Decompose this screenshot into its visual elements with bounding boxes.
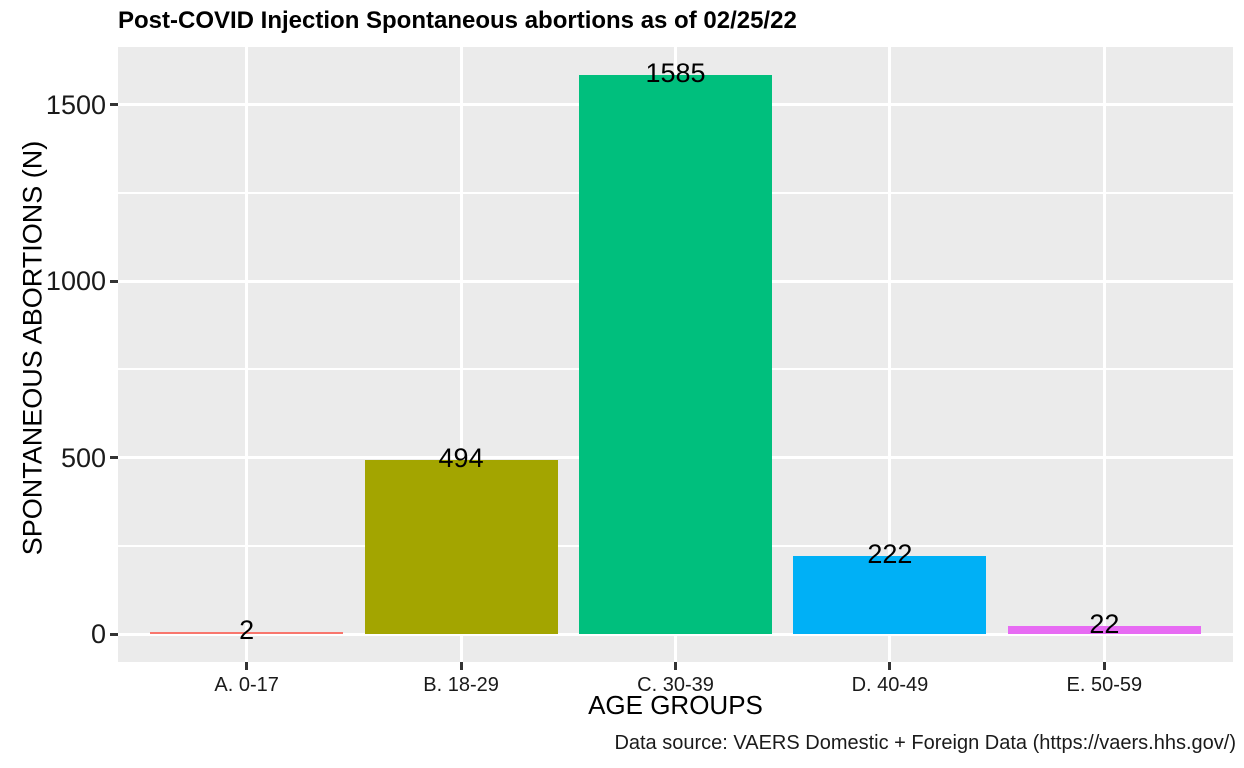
y-tick-mark <box>110 632 118 636</box>
x-tick-mark <box>459 662 463 670</box>
bar-value-label: 22 <box>1089 609 1120 640</box>
plot-panel <box>118 47 1233 662</box>
bar <box>579 74 772 635</box>
bar-value-label: 494 <box>438 442 484 473</box>
x-axis-title: AGE GROUPS <box>588 690 763 720</box>
y-tick-label: 1000 <box>45 266 106 297</box>
y-tick-mark <box>110 103 118 107</box>
x-tick-label: C. 30-39 <box>637 674 714 696</box>
bar-value-label: 1585 <box>645 57 706 88</box>
x-gridline-major <box>1102 47 1106 662</box>
x-tick-label: E. 50-59 <box>1066 674 1143 696</box>
x-tick-label: B. 18-29 <box>423 674 499 696</box>
y-tick-mark <box>110 279 118 283</box>
y-tick-label: 500 <box>60 442 106 473</box>
x-tick-mark <box>1102 662 1106 670</box>
bar <box>364 459 558 635</box>
y-tick-label: 0 <box>90 619 106 650</box>
x-gridline-major <box>888 47 892 662</box>
bar <box>793 555 987 635</box>
y-tick-mark <box>110 456 118 460</box>
y-axis-title: SPONTANEOUS ABORTIONS (N) <box>17 140 48 556</box>
x-tick-label: A. 0-17 <box>214 674 279 696</box>
x-tick-mark <box>674 662 677 670</box>
x-gridline-major <box>459 47 463 662</box>
bar-value-label: 222 <box>867 538 913 569</box>
x-tick-mark <box>245 662 249 670</box>
chart-title: Post-COVID Injection Spontaneous abortio… <box>118 7 797 34</box>
bar-value-label: 2 <box>239 615 255 646</box>
x-gridline-major <box>245 47 249 662</box>
bar <box>1007 626 1201 635</box>
data-source-caption: Data source: VAERS Domestic + Foreign Da… <box>614 732 1236 754</box>
y-tick-label: 1500 <box>45 89 106 120</box>
x-tick-label: D. 40-49 <box>851 674 929 696</box>
bar <box>150 632 344 635</box>
x-tick-mark <box>888 662 892 670</box>
